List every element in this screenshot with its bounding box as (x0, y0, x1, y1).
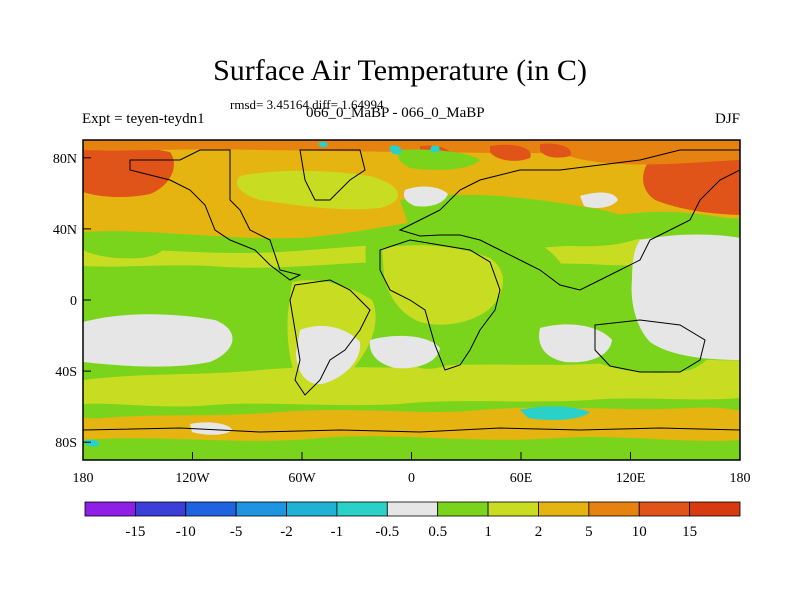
field-npacific-green (83, 232, 164, 259)
colorbar-label: -1 (331, 524, 344, 540)
colorbar-swatch (437, 501, 489, 517)
experiment-label: Expt = teyen-teydn1 (82, 111, 205, 127)
coast-australia (594, 319, 706, 373)
field-neutral-atlantic-s (369, 335, 440, 369)
field-band-south-green (83, 436, 740, 460)
field-cool-south (520, 406, 590, 420)
field-arctic-strip (83, 140, 740, 154)
colorbar-swatch (487, 501, 539, 517)
field-neutral-samerica (296, 326, 361, 385)
field-neutral-north-atl (403, 186, 448, 207)
field-arctic-red-east (643, 149, 740, 215)
colorbar-swatch (134, 501, 187, 517)
colorbar-label: 10 (632, 524, 647, 540)
colorbar-label: -5 (230, 524, 243, 540)
colorbar-swatch (336, 501, 388, 517)
colorbar-swatch (185, 501, 237, 517)
colorbar-label: -15 (125, 524, 145, 540)
x-tick-label: 0 (408, 471, 415, 486)
colorbar-label: -2 (280, 524, 293, 540)
field-neutral-ne-pacific (580, 192, 618, 208)
colorbar: -15 -10 -5 -2 -1 -0.5 0.5 1 2 5 10 15 (84, 501, 741, 540)
comparison-label: 066_0_MaBP - 066_0_MaBP (306, 105, 485, 121)
coast-africa (379, 239, 501, 371)
y-tick-label: 80S (55, 436, 77, 451)
field-neutral-south-polar (190, 422, 232, 435)
x-axis: 180 120W 60W 0 60E 120E 180 (73, 452, 751, 486)
field-cool-south-west (84, 439, 100, 447)
temperature-field (83, 140, 740, 460)
x-tick-label: 60E (510, 471, 533, 486)
colorbar-swatch (588, 501, 640, 517)
colorbar-label: 2 (535, 524, 543, 540)
colorbar-swatch (286, 501, 338, 517)
field-natlantic-yellow (236, 170, 399, 210)
field-neutral-spacific (83, 314, 233, 367)
stats-text: rmsd= 3.45164 diff= 1.64994 (230, 97, 384, 112)
field-neutral-indian (539, 324, 612, 363)
y-tick-label: 40S (55, 365, 77, 380)
colorbar-label: 0.5 (428, 524, 447, 540)
field-africa-yellow (382, 245, 503, 325)
colorbar-swatch (386, 501, 439, 517)
coast-eurasia (398, 149, 740, 291)
x-tick-label: 120E (616, 471, 646, 486)
colorbar-label: -0.5 (375, 524, 399, 540)
colorbar-swatch (689, 501, 741, 517)
field-arctic-green (398, 149, 480, 170)
season-label: DJF (714, 111, 740, 127)
colorbar-swatch (538, 501, 590, 517)
colorbar-label: -10 (176, 524, 196, 540)
chart-title: Surface Air Temperature (in C) (213, 54, 587, 87)
field-band-yellow-south (83, 359, 740, 407)
coastlines (83, 149, 740, 433)
y-axis: 80N 40N 0 40S 80S (53, 152, 91, 451)
field-eurasia-green (400, 194, 642, 247)
y-tick-label: 40N (53, 223, 77, 238)
coast-greenland (299, 149, 366, 201)
coast-south-america (289, 279, 371, 396)
coast-north-america (129, 149, 302, 281)
colorbar-label: 15 (682, 524, 697, 540)
colorbar-swatch (235, 501, 287, 517)
colorbar-swatch (638, 501, 691, 517)
x-tick-label: 180 (730, 471, 751, 486)
field-arctic-red-blobs (420, 143, 571, 161)
colorbar-label: 1 (484, 524, 492, 540)
coast-antarctica (83, 427, 740, 433)
colorbar-label: 5 (585, 524, 593, 540)
y-tick-label: 80N (53, 152, 77, 167)
y-tick-label: 0 (70, 294, 77, 309)
x-tick-label: 60W (288, 471, 316, 486)
field-neutral-npacific (631, 234, 740, 360)
x-tick-label: 120W (175, 471, 210, 486)
colorbar-swatch (84, 501, 136, 517)
x-tick-label: 180 (73, 471, 94, 486)
field-arctic-red-west (83, 145, 174, 198)
